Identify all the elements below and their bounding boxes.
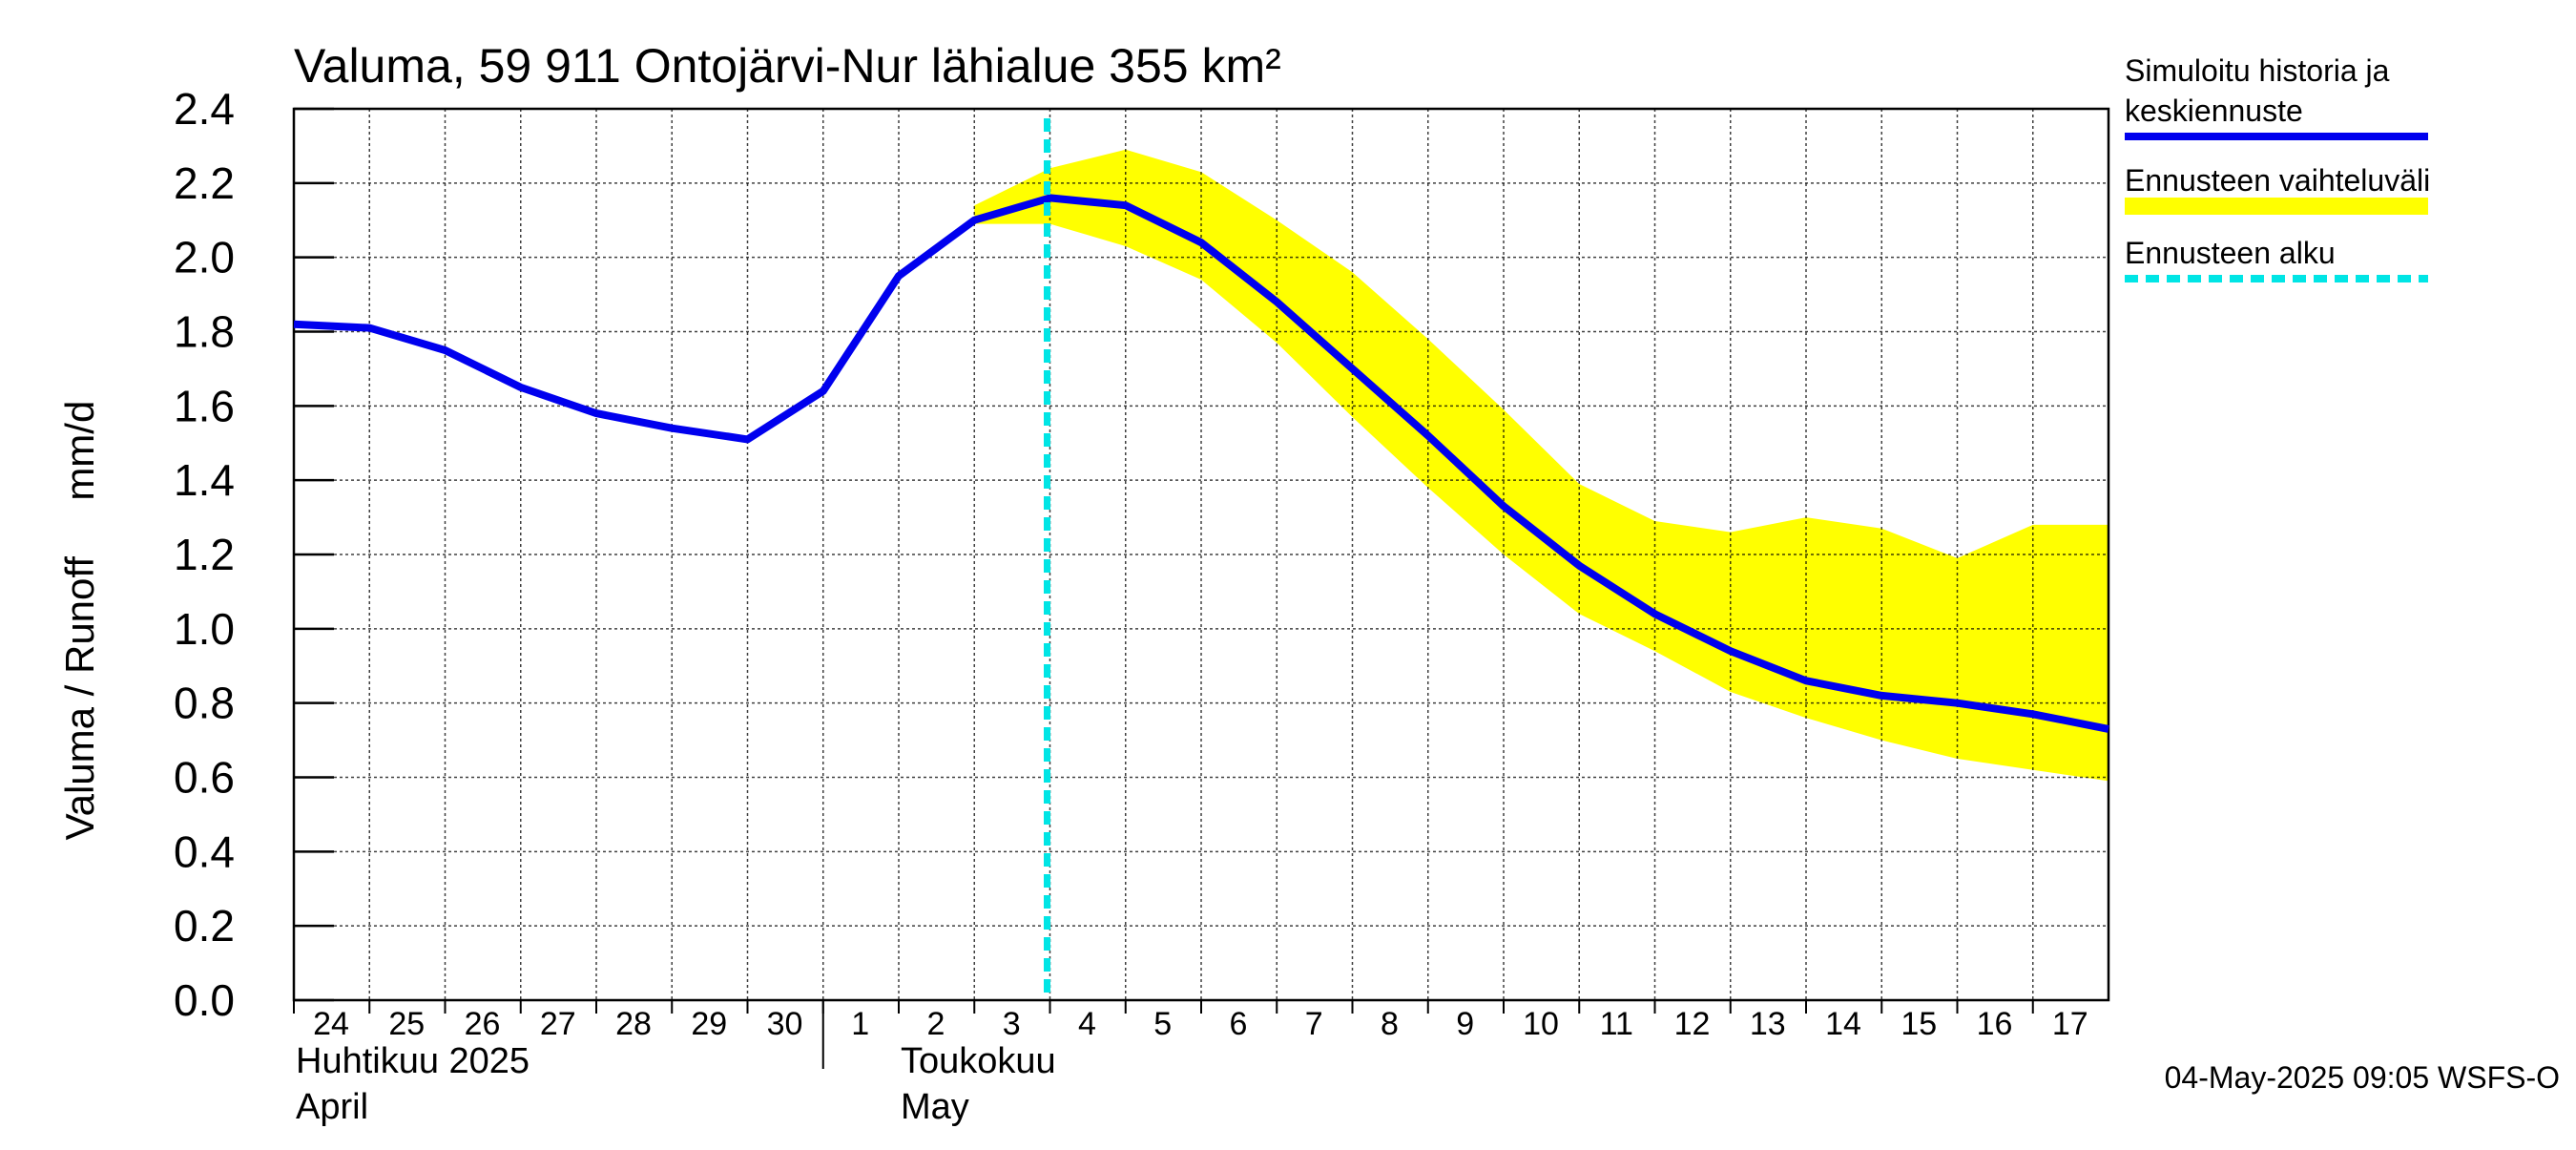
x-tick-label: 27 — [540, 1006, 576, 1042]
y-tick-label: 0.2 — [174, 901, 235, 951]
x-tick-label: 9 — [1456, 1006, 1474, 1042]
plot-area: 0.0 0.2 0.4 0.6 0.8 1.0 1.2 1.4 1.6 1.8 2.0 2.2 2.4 2… — [174, 84, 2110, 1127]
y-tick-label: 0.6 — [174, 753, 235, 803]
y-tick-label: 0.8 — [174, 679, 235, 728]
month-label: Toukokuu — [901, 1041, 1056, 1081]
y-tick-label: 2.4 — [174, 84, 235, 134]
footer-timestamp: 04-May-2025 09:05 WSFS-O — [2165, 1060, 2560, 1095]
legend-label: keskiennuste — [2125, 94, 2303, 128]
x-tick-label: 28 — [615, 1006, 652, 1042]
y-tick-label: 1.4 — [174, 455, 235, 505]
x-tick-label: 7 — [1305, 1006, 1323, 1042]
y-axis-label: Valuma / Runoff mm/d — [57, 401, 102, 841]
x-tick-label: 5 — [1153, 1006, 1172, 1042]
x-tick-label: 2 — [927, 1006, 945, 1042]
y-tick-label: 2.0 — [174, 233, 235, 282]
y-tick-label: 1.0 — [174, 604, 235, 654]
chart-title: Valuma, 59 911 Ontojärvi-Nur lähialue 35… — [294, 39, 1281, 93]
y-tick-label: 1.6 — [174, 381, 235, 430]
legend-label: Ennusteen alku — [2125, 236, 2336, 270]
x-tick-label: 10 — [1523, 1006, 1559, 1042]
x-tick-label: 8 — [1381, 1006, 1399, 1042]
x-tick-label: 16 — [1977, 1006, 2013, 1042]
x-tick-label: 17 — [2052, 1006, 2088, 1042]
x-tick-label: 26 — [465, 1006, 501, 1042]
x-tick-label: 12 — [1674, 1006, 1711, 1042]
legend-label: Simuloitu historia ja — [2125, 53, 2390, 88]
legend: Simuloitu historia ja keskiennuste Ennuste… — [2125, 53, 2430, 282]
x-tick-label: 30 — [767, 1006, 803, 1042]
y-axis-label-group: Valuma / Runoff mm/d — [57, 401, 102, 841]
month-label: Huhtikuu 2025 — [296, 1041, 530, 1081]
x-tick-label: 24 — [313, 1006, 349, 1042]
y-tick-label: 2.2 — [174, 158, 235, 208]
x-tick-label: 6 — [1230, 1006, 1248, 1042]
legend-label: Ennusteen vaihteluväli — [2125, 163, 2430, 198]
y-tick-label: 1.2 — [174, 530, 235, 579]
x-tick-label: 29 — [691, 1006, 727, 1042]
y-tick-label: 1.8 — [174, 307, 235, 357]
month-label: May — [901, 1087, 969, 1127]
y-tick-label: 0.0 — [174, 975, 235, 1025]
x-tick-label: 14 — [1825, 1006, 1861, 1042]
series-line-simulated — [293, 194, 2109, 733]
x-tick-label: 4 — [1078, 1006, 1096, 1042]
x-tick-label: 15 — [1901, 1006, 1937, 1042]
x-tick-label: 13 — [1750, 1006, 1786, 1042]
x-tick-label: 11 — [1600, 1006, 1633, 1042]
x-tick-label: 1 — [851, 1006, 869, 1042]
x-tick-label: 3 — [1003, 1006, 1021, 1042]
forecast-range-band — [974, 149, 2109, 782]
y-tick-label: 0.4 — [174, 826, 235, 876]
x-tick-label: 25 — [388, 1006, 425, 1042]
month-label: April — [296, 1087, 368, 1127]
